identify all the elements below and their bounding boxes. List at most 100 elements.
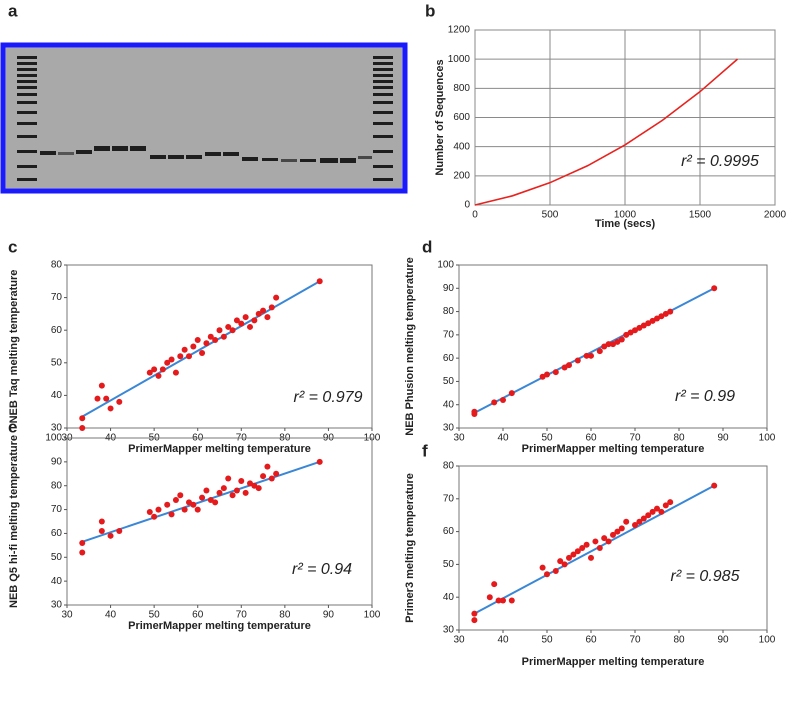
data-point — [601, 343, 608, 350]
data-point — [251, 317, 258, 324]
data-point — [632, 327, 638, 334]
x-tick-label: 30 — [453, 433, 465, 444]
data-point — [486, 594, 493, 601]
y-tick-label: 90 — [51, 456, 63, 467]
data-point — [588, 352, 594, 359]
data-point — [107, 405, 114, 412]
y-tick-label: 50 — [51, 357, 63, 368]
y-tick-label: 1200 — [448, 25, 471, 36]
y-axis-label: Number of Sequences — [434, 59, 446, 175]
x-tick-label: 90 — [717, 635, 729, 646]
data-point — [220, 485, 227, 492]
data-point — [667, 499, 674, 506]
x-tick-label: 80 — [673, 635, 685, 646]
data-point — [255, 310, 262, 317]
y-tick-label: 60 — [51, 325, 63, 336]
data-point — [216, 327, 223, 334]
data-point — [583, 352, 590, 359]
data-point — [190, 343, 197, 350]
data-point — [491, 399, 498, 406]
data-point — [605, 538, 612, 545]
annotation: r² = 0.99 — [675, 388, 735, 405]
data-point — [242, 314, 249, 321]
data-point — [566, 554, 572, 561]
x-tick-label: 40 — [497, 635, 509, 646]
data-point — [539, 373, 546, 380]
data-point — [79, 415, 86, 422]
data-point — [588, 554, 594, 561]
y-tick-label: 30 — [443, 423, 455, 434]
data-point — [711, 482, 718, 489]
data-point — [557, 558, 564, 565]
data-point — [164, 359, 171, 366]
y-tick-label: 70 — [51, 292, 63, 303]
x-tick-label: 70 — [629, 433, 641, 444]
panel-label: e — [8, 417, 17, 436]
panel-label: f — [422, 441, 428, 460]
y-tick-label: 100 — [437, 260, 454, 271]
data-point — [103, 395, 110, 402]
data-point — [98, 528, 105, 535]
data-point — [605, 341, 612, 348]
data-point — [177, 492, 184, 499]
data-point — [155, 372, 162, 379]
data-point — [508, 390, 515, 397]
data-point — [159, 366, 166, 373]
y-tick-label: 50 — [443, 376, 455, 387]
data-point — [566, 362, 572, 369]
y-tick-label: 1000 — [448, 54, 471, 65]
data-point — [574, 548, 581, 555]
gel-image — [0, 42, 408, 194]
data-point — [601, 535, 608, 542]
fit-line — [473, 484, 715, 615]
data-point — [177, 353, 184, 360]
x-tick-label: 70 — [629, 635, 641, 646]
y-tick-label: 0 — [464, 200, 470, 211]
x-tick-label: 100 — [364, 610, 381, 621]
data-point — [711, 285, 718, 292]
data-point — [640, 515, 647, 522]
x-tick-label: 30 — [61, 610, 73, 621]
data-point — [636, 518, 643, 525]
y-tick-label: 70 — [443, 329, 455, 340]
data-point — [79, 539, 86, 546]
x-axis-label: Time (secs) — [595, 218, 656, 230]
data-point — [539, 564, 546, 571]
data-point — [238, 477, 245, 484]
data-point — [618, 336, 625, 343]
data-point — [316, 278, 323, 285]
data-point — [225, 323, 232, 330]
x-axis-label: PrimerMapper melting temperature — [128, 620, 311, 632]
data-point — [544, 371, 550, 378]
plot-frame — [66, 264, 373, 429]
annotation: r² = 0.979 — [294, 389, 363, 406]
data-point — [596, 348, 603, 355]
data-point — [203, 487, 210, 494]
data-point — [561, 364, 568, 371]
annotation: r² = 0.9995 — [681, 153, 759, 170]
data-point — [94, 395, 101, 402]
y-tick-label: 30 — [51, 600, 63, 611]
y-tick-label: 70 — [443, 493, 455, 504]
data-point — [264, 463, 271, 470]
data-point — [203, 340, 210, 347]
data-point — [500, 597, 506, 604]
data-point — [238, 320, 245, 327]
data-point — [645, 512, 652, 519]
plot-frame — [66, 437, 373, 606]
data-point — [212, 336, 219, 343]
data-point — [662, 310, 669, 317]
data-point — [260, 473, 267, 480]
y-axis-label: NEB Taq melting temperature — [8, 270, 20, 424]
data-point — [471, 408, 478, 415]
x-tick-label: 40 — [497, 433, 509, 444]
data-point — [574, 357, 581, 364]
data-point — [220, 333, 227, 340]
x-tick-label: 80 — [673, 433, 685, 444]
data-point — [172, 369, 179, 376]
y-tick-label: 60 — [443, 526, 455, 537]
data-point — [662, 502, 669, 509]
data-point — [164, 501, 171, 508]
y-tick-label: 30 — [51, 423, 63, 434]
x-tick-label: 500 — [542, 210, 559, 221]
